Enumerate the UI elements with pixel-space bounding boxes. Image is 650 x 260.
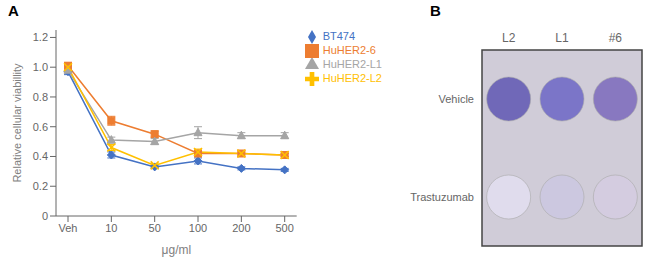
svg-text:0.8: 0.8 [33,91,48,103]
svg-text:10: 10 [105,222,117,234]
svg-text:0: 0 [42,210,48,222]
svg-text:#6: #6 [609,31,623,45]
svg-text:1.0: 1.0 [33,61,48,73]
html-text:HuHER2-6: HuHER2-6 [322,44,376,57]
html-text:HuHER2-L1: HuHER2-L1 [322,58,382,71]
html-text:HuHER2-L2: HuHER2-L2 [322,72,382,85]
svg-text:Relative cellular viabillity: Relative cellular viabillity [11,63,23,183]
svg-text:500: 500 [276,222,294,234]
svg-text:50: 50 [149,222,161,234]
html-text:A: A [8,2,19,19]
svg-text:L1: L1 [555,31,569,45]
svg-text:Vehicle: Vehicle [439,93,474,105]
svg-text:200: 200 [232,222,250,234]
svg-text:0.2: 0.2 [33,180,48,192]
svg-text:100: 100 [189,222,207,234]
svg-text:0.6: 0.6 [33,121,48,133]
svg-text:1.2: 1.2 [33,31,48,43]
svg-text:Veh: Veh [59,222,78,234]
svg-text:0.4: 0.4 [33,150,48,162]
html-text:B: B [430,2,441,19]
svg-text:L2: L2 [502,31,516,45]
svg-text:μg/ml: μg/ml [162,243,192,257]
svg-text:Trastuzumab: Trastuzumab [410,191,474,203]
html-text:BT474: BT474 [322,30,356,42]
